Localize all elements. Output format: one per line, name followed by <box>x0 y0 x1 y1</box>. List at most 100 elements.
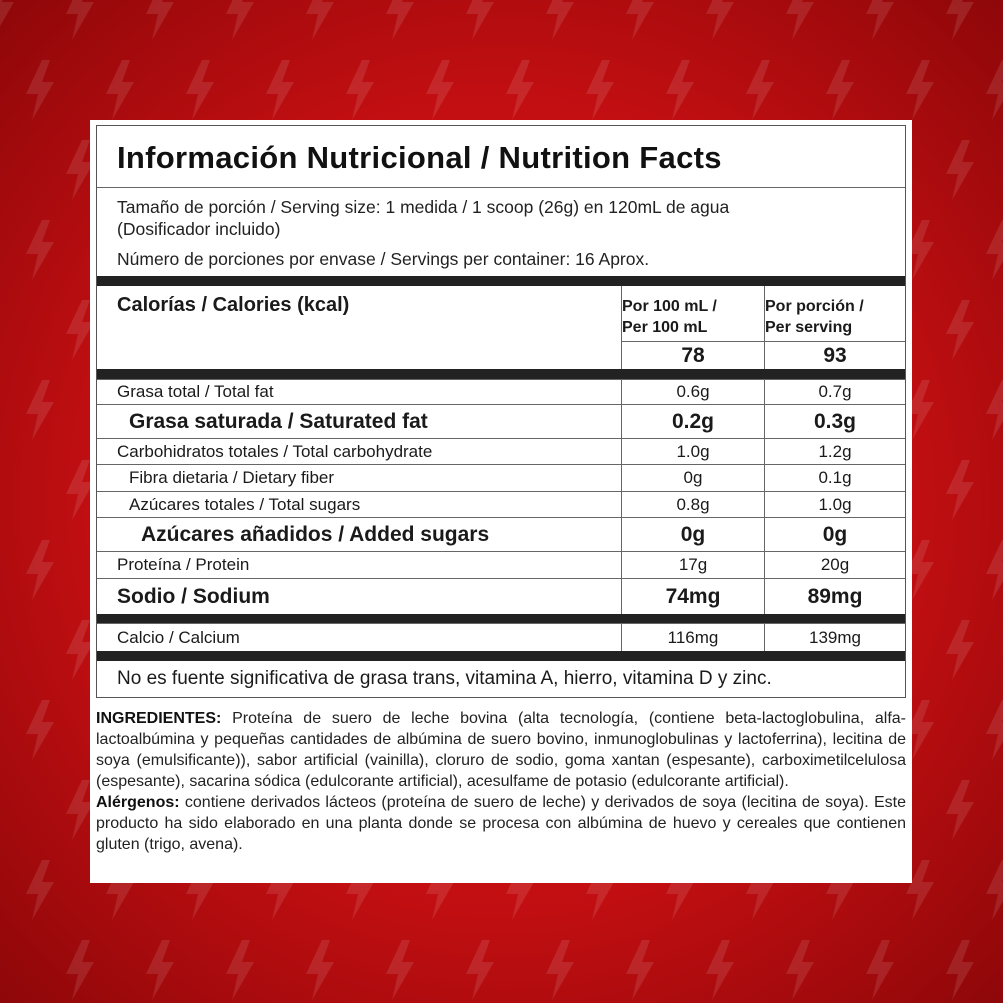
lightning-bolt-icon <box>986 220 1003 280</box>
lightning-bolt-icon <box>146 940 174 1000</box>
lightning-bolt-icon <box>106 60 134 120</box>
value-per-serving: 1.0g <box>764 492 905 517</box>
lightning-bolt-icon <box>826 60 854 120</box>
lightning-bolt-icon <box>906 540 934 600</box>
note-row: No es fuente significativa de grasa tran… <box>97 661 905 697</box>
lightning-bolt-icon <box>66 940 94 1000</box>
lightning-bolt-icon <box>306 940 334 1000</box>
nutrient-row-calcium: Calcio / Calcium 116mg 139mg <box>97 623 905 651</box>
nutrient-label: Fibra dietaria / Dietary fiber <box>129 468 335 487</box>
thick-divider <box>97 369 905 379</box>
lightning-bolt-icon <box>466 0 494 40</box>
lightning-bolt-icon <box>426 860 454 920</box>
serving-size: Tamaño de porción / Serving size: 1 medi… <box>117 197 730 217</box>
lightning-bolt-icon <box>546 940 574 1000</box>
nutrition-facts-table: Información Nutricional / Nutrition Fact… <box>96 125 906 698</box>
lightning-bolt-icon <box>266 860 294 920</box>
nutrient-row-total-fat: Grasa total / Total fat 0.6g 0.7g <box>97 379 905 404</box>
value-per-serving: 139mg <box>764 624 905 651</box>
lightning-bolt-icon <box>666 60 694 120</box>
lightning-bolt-icon <box>946 140 974 200</box>
lightning-bolt-icon <box>26 540 54 600</box>
lightning-bolt-icon <box>426 60 454 120</box>
nutrient-row-saturated-fat: Grasa saturada / Saturated fat 0.2g 0.3g <box>97 404 905 438</box>
lightning-bolt-icon <box>506 860 534 920</box>
lightning-bolt-icon <box>386 940 414 1000</box>
lightning-bolt-icon <box>26 380 54 440</box>
nutrient-row-total-carbohydrate: Carbohidratos totales / Total carbohydra… <box>97 438 905 464</box>
lightning-bolt-icon <box>0 0 14 27</box>
calories-label: Calorías / Calories (kcal) <box>117 294 350 316</box>
lightning-bolt-icon <box>746 860 774 920</box>
nutrient-row-dietary-fiber: Fibra dietaria / Dietary fiber 0g 0.1g <box>97 464 905 491</box>
header-line: Por 100 mL / <box>622 297 717 315</box>
lightning-bolt-icon <box>186 60 214 120</box>
lightning-bolt-icon <box>746 60 774 120</box>
col-header-per-serving: Por porción / Per serving <box>764 286 905 341</box>
lightning-bolt-icon <box>946 620 974 680</box>
calories-row: Calorías / Calories (kcal) Por 100 mL / … <box>97 286 905 369</box>
nutrient-row-total-sugars: Azúcares totales / Total sugars 0.8g 1.0… <box>97 491 905 517</box>
lightning-bolt-icon <box>66 620 94 680</box>
lightning-bolt-icon <box>386 0 414 40</box>
lightning-bolt-icon <box>986 380 1003 440</box>
thick-divider <box>97 276 905 286</box>
lightning-bolt-icon <box>26 700 54 760</box>
lightning-bolt-icon <box>146 0 174 40</box>
nutrient-label: Calcio / Calcium <box>117 627 240 647</box>
calories-per-serving: 93 <box>764 341 905 369</box>
lightning-bolt-icon <box>106 860 134 920</box>
lightning-bolt-icon <box>266 60 294 120</box>
value-per-serving: 0.3g <box>764 405 905 438</box>
lightning-bolt-icon <box>546 0 574 40</box>
lightning-bolt-icon <box>66 0 94 40</box>
lightning-bolt-icon <box>466 940 494 1000</box>
lightning-bolt-icon <box>26 220 54 280</box>
ingredients-list: Proteína de suero de leche bovina (alta … <box>96 710 906 790</box>
lightning-bolt-icon <box>986 700 1003 760</box>
lightning-bolt-icon <box>906 380 934 440</box>
thick-divider <box>97 614 905 623</box>
header-line: Per 100 mL <box>622 318 708 336</box>
divider <box>97 187 905 188</box>
value-per-serving: 0.7g <box>764 380 905 404</box>
lightning-bolt-icon <box>906 860 934 920</box>
lightning-bolt-icon <box>346 60 374 120</box>
value-per-100ml: 0.8g <box>621 492 764 517</box>
lightning-bolt-icon <box>626 940 654 1000</box>
lightning-bolt-icon <box>506 60 534 120</box>
nutrient-label: Azúcares añadidos / Added sugars <box>141 522 490 546</box>
lightning-bolt-icon <box>906 60 934 120</box>
lightning-bolt-icon <box>26 60 54 120</box>
nutrient-row-added-sugars: Azúcares añadidos / Added sugars 0g 0g <box>97 517 905 551</box>
lightning-bolt-icon <box>586 60 614 120</box>
lightning-bolt-icon <box>26 860 54 920</box>
allergens-heading: Alérgenos: <box>96 794 180 811</box>
nutrient-label: Carbohidratos totales / Total carbohydra… <box>117 441 433 461</box>
value-per-serving: 0.1g <box>764 465 905 491</box>
thick-divider <box>97 651 905 661</box>
value-per-serving: 0g <box>764 518 905 551</box>
value-per-100ml: 0g <box>621 518 764 551</box>
lightning-bolt-icon <box>66 780 94 840</box>
lightning-bolt-icon <box>946 0 974 40</box>
value-per-100ml: 1.0g <box>621 439 764 464</box>
value-per-serving: 20g <box>764 552 905 578</box>
lightning-bolt-icon <box>666 860 694 920</box>
servings-per-container: Número de porciones por envase / Serving… <box>117 249 650 269</box>
lightning-bolt-icon <box>946 300 974 360</box>
lightning-bolt-icon <box>986 60 1003 120</box>
col-header-per-100ml: Por 100 mL / Per 100 mL <box>621 286 764 341</box>
lightning-bolt-icon <box>186 860 214 920</box>
value-per-serving: 1.2g <box>764 439 905 464</box>
lightning-bolt-icon <box>906 220 934 280</box>
lightning-bolt-icon <box>66 460 94 520</box>
calories-per-100ml: 78 <box>621 341 764 369</box>
ingredients-heading: INGREDIENTES: <box>96 710 222 727</box>
lightning-bolt-icon <box>586 860 614 920</box>
ingredients-text: INGREDIENTES: Proteína de suero de leche… <box>96 708 906 855</box>
lightning-bolt-icon <box>66 300 94 360</box>
footnote: No es fuente significativa de grasa tran… <box>117 668 772 689</box>
lightning-bolt-icon <box>946 940 974 1000</box>
lightning-bolt-icon <box>946 780 974 840</box>
